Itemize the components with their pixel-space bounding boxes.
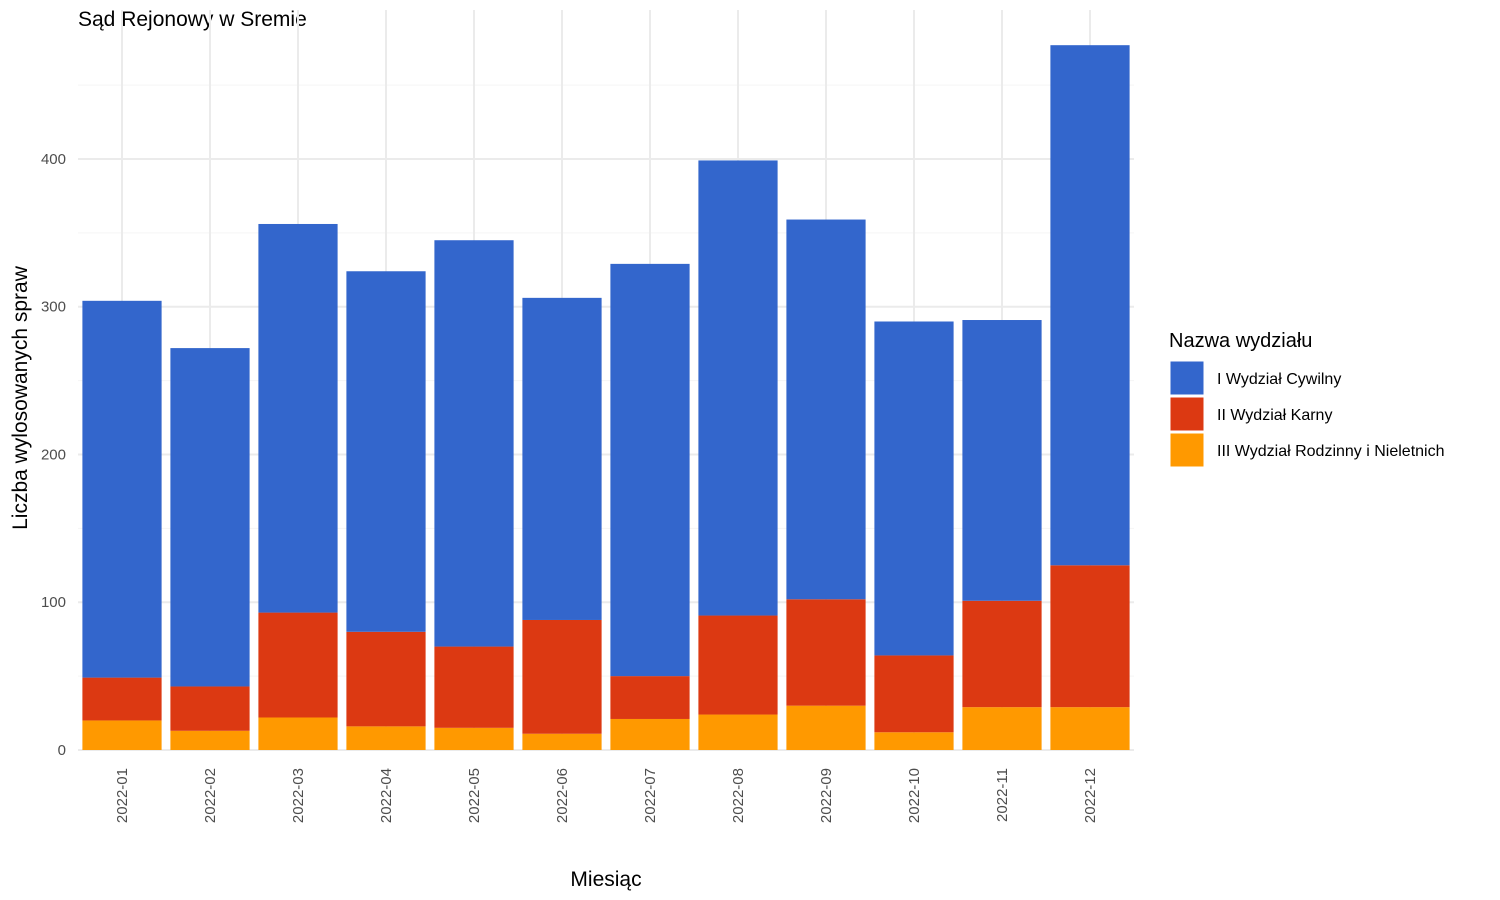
x-tick-label: 2022-07 [642, 768, 659, 823]
bar-segment [962, 600, 1042, 708]
y-tick-label: 100 [41, 594, 66, 611]
bar-segment [610, 676, 690, 719]
legend-label: I Wydział Cywilny [1217, 371, 1341, 388]
bar-segment [82, 677, 162, 721]
bar-segment [786, 599, 866, 706]
bars-layer [82, 45, 1130, 750]
chart-title: Sąd Rejonowy w Sremie [78, 8, 307, 31]
legend: Nazwa wydziału I Wydział Cywilny II Wydzi… [1169, 330, 1445, 468]
x-tick-label: 2022-03 [290, 768, 307, 823]
x-tick-label: 2022-12 [1082, 768, 1099, 823]
bar-segment [874, 321, 954, 656]
bar-segment [82, 720, 162, 750]
x-tick-label: 2022-04 [378, 768, 395, 823]
bar-segment [1050, 565, 1130, 708]
bar-segment [1050, 707, 1130, 750]
bar-segment [698, 714, 778, 750]
x-tick-label: 2022-06 [554, 768, 571, 823]
bar-segment [434, 646, 514, 728]
x-tick-label: 2022-10 [906, 768, 923, 823]
bar-segment [258, 223, 338, 613]
bar-segment [698, 160, 778, 616]
bar-segment [346, 726, 426, 750]
x-axis-ticks: 2022-01 2022-02 2022-03 2022-04 2022-05 2022-… [114, 768, 1099, 823]
bar-segment [258, 612, 338, 718]
bar-segment [434, 240, 514, 647]
y-axis-ticks: 0 100 200 300 400 [41, 151, 66, 759]
x-tick-label: 2022-02 [202, 768, 219, 823]
x-axis-title: Miesiąc [570, 868, 641, 891]
x-tick-label: 2022-08 [730, 768, 747, 823]
bar-segment [346, 271, 426, 632]
bar-segment [874, 655, 954, 733]
bar-segment [962, 707, 1042, 750]
x-tick-label: 2022-01 [114, 768, 131, 823]
bar-segment [522, 297, 602, 620]
bar-segment [786, 219, 866, 600]
bar-segment [170, 348, 250, 687]
legend-swatch [1169, 396, 1205, 432]
bar-segment [82, 300, 162, 678]
x-tick-label: 2022-05 [466, 768, 483, 823]
bar-segment [434, 727, 514, 750]
y-tick-label: 0 [58, 742, 66, 759]
y-tick-label: 400 [41, 151, 66, 168]
bar-segment [698, 615, 778, 715]
bar-segment [170, 730, 250, 750]
bar-segment [962, 320, 1042, 601]
bar-segment [522, 619, 602, 734]
y-tick-label: 300 [41, 299, 66, 316]
y-axis-title: Liczba wylosowanych spraw [9, 265, 32, 530]
bar-segment [874, 732, 954, 750]
bar-segment [170, 686, 250, 731]
bar-segment [610, 718, 690, 750]
x-tick-label: 2022-11 [994, 768, 1011, 822]
legend-swatch [1169, 360, 1205, 396]
legend-title: Nazwa wydziału [1169, 330, 1312, 352]
bar-segment [346, 631, 426, 727]
bar-segment [522, 733, 602, 750]
bar-segment [258, 717, 338, 750]
legend-label: II Wydział Karny [1217, 407, 1332, 424]
bar-segment [1050, 45, 1130, 566]
legend-items: I Wydział Cywilny II Wydział Karny III Wyd… [1169, 360, 1445, 468]
bar-segment [610, 263, 690, 677]
y-tick-label: 200 [41, 446, 66, 463]
x-tick-label: 2022-09 [818, 768, 835, 823]
bar-segment [786, 705, 866, 750]
legend-swatch [1169, 432, 1205, 468]
legend-label: III Wydział Rodzinny i Nieletnich [1217, 443, 1445, 460]
